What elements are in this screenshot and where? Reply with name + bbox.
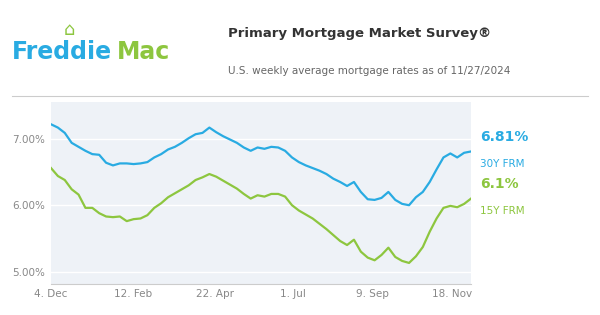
Text: ⌂: ⌂ — [64, 21, 74, 39]
Text: 6.1%: 6.1% — [480, 177, 518, 192]
Text: 6.81%: 6.81% — [480, 130, 529, 144]
Text: Freddie: Freddie — [12, 40, 112, 64]
Text: 30Y FRM: 30Y FRM — [480, 159, 524, 169]
Text: U.S. weekly average mortgage rates as of 11/27/2024: U.S. weekly average mortgage rates as of… — [228, 66, 511, 76]
Text: Primary Mortgage Market Survey®: Primary Mortgage Market Survey® — [228, 26, 491, 40]
Text: Mac: Mac — [117, 40, 170, 64]
Text: 15Y FRM: 15Y FRM — [480, 206, 524, 216]
